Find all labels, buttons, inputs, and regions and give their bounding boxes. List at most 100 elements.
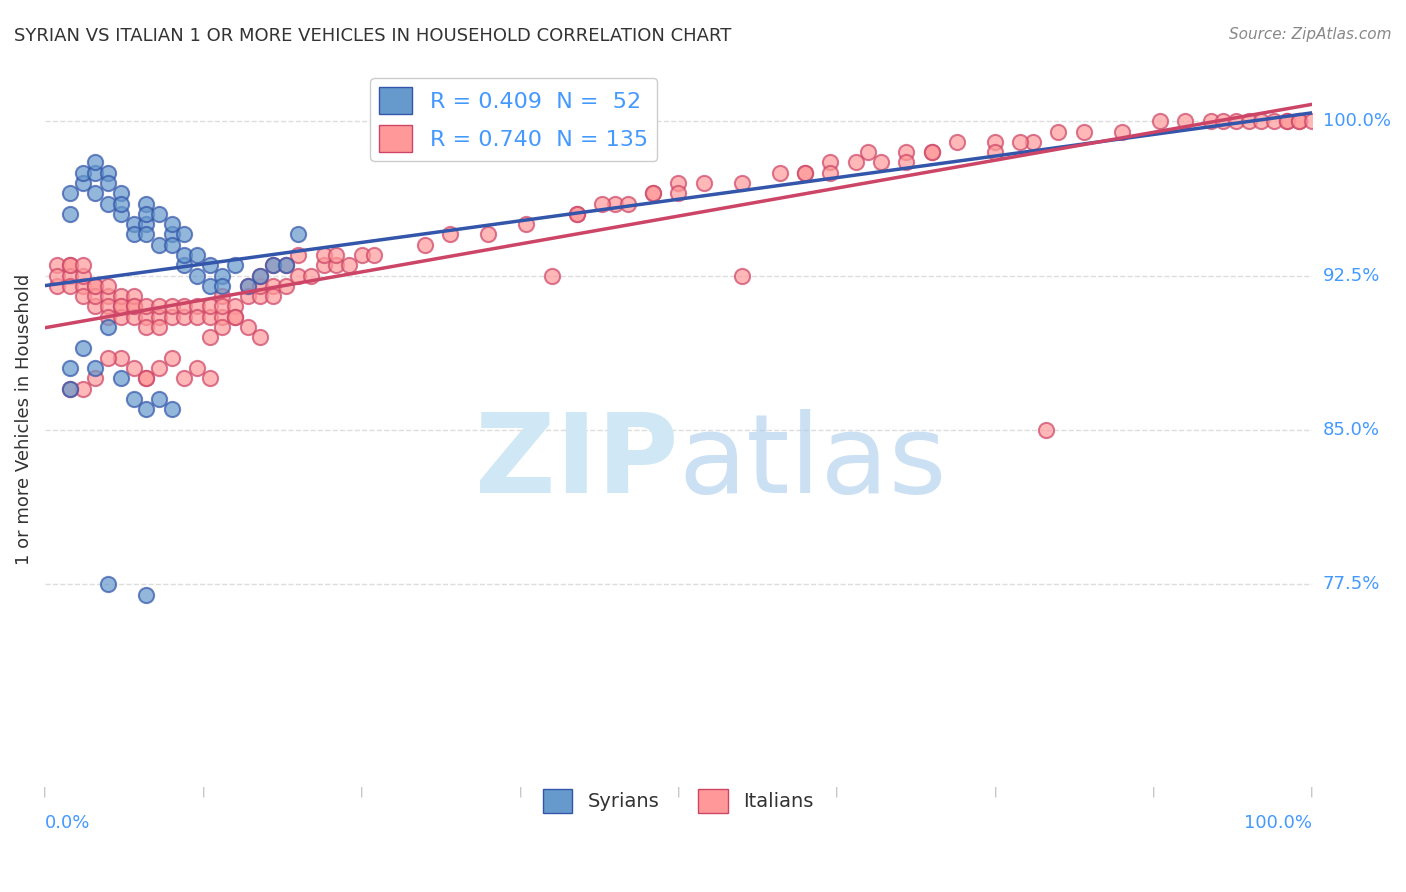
Point (135, 196, 157, 211)
Point (135, 217, 157, 231)
Point (984, 145, 1007, 160)
Point (1250, 114, 1272, 128)
Point (160, 237, 183, 252)
Point (110, 186, 132, 201)
Point (135, 371, 157, 385)
Point (515, 217, 537, 231)
Point (312, 248, 335, 262)
Point (236, 289, 259, 303)
Point (1301, 114, 1323, 128)
Point (59, 268, 82, 283)
Text: SYRIAN VS ITALIAN 1 OR MORE VEHICLES IN HOUSEHOLD CORRELATION CHART: SYRIAN VS ITALIAN 1 OR MORE VEHICLES IN … (14, 27, 731, 45)
Point (97, 279, 120, 293)
Point (540, 268, 562, 283)
Point (97, 166, 120, 180)
Point (211, 300, 233, 314)
Point (870, 155, 893, 169)
Text: |: | (44, 787, 46, 797)
Point (97, 310, 120, 324)
Point (186, 310, 208, 324)
Point (135, 300, 157, 314)
Point (1225, 114, 1247, 128)
Point (1237, 114, 1260, 128)
Text: 92.5%: 92.5% (1323, 267, 1381, 285)
Point (97, 577, 120, 591)
Point (59, 382, 82, 396)
Point (97, 289, 120, 303)
Point (666, 186, 689, 201)
Point (236, 279, 259, 293)
Point (160, 217, 183, 231)
Point (1174, 114, 1197, 128)
Text: |: | (360, 787, 363, 797)
Point (135, 402, 157, 417)
Point (186, 268, 208, 283)
Point (249, 268, 271, 283)
Point (845, 155, 868, 169)
Point (110, 207, 132, 221)
Point (287, 268, 309, 283)
Point (477, 227, 499, 242)
Text: 0.0%: 0.0% (45, 814, 90, 832)
Point (984, 135, 1007, 149)
Text: |: | (201, 787, 205, 797)
Point (946, 135, 969, 149)
Text: 85.0%: 85.0% (1323, 421, 1381, 439)
Point (160, 402, 183, 417)
Point (439, 227, 461, 242)
Point (72, 289, 94, 303)
Point (262, 279, 284, 293)
Point (59, 258, 82, 272)
Point (173, 310, 195, 324)
Point (565, 207, 588, 221)
Point (262, 289, 284, 303)
Point (148, 361, 170, 376)
Point (122, 289, 145, 303)
Point (59, 207, 82, 221)
Point (97, 196, 120, 211)
Point (731, 176, 754, 190)
Point (591, 196, 613, 211)
Point (413, 237, 436, 252)
Y-axis label: 1 or more Vehicles in Household: 1 or more Vehicles in Household (15, 274, 32, 566)
Point (858, 145, 880, 160)
Point (110, 310, 132, 324)
Point (59, 361, 82, 376)
Point (160, 300, 183, 314)
Point (59, 279, 82, 293)
Point (160, 351, 183, 365)
Point (84, 361, 107, 376)
Point (148, 392, 170, 406)
Point (148, 300, 170, 314)
Point (616, 196, 638, 211)
Point (97, 300, 120, 314)
Point (160, 227, 183, 242)
Point (59, 186, 82, 201)
Point (1073, 125, 1095, 139)
Point (46, 258, 69, 272)
Point (1010, 135, 1032, 149)
Point (388, 125, 411, 139)
Point (110, 300, 132, 314)
Point (211, 268, 233, 283)
Point (211, 320, 233, 334)
Point (122, 361, 145, 376)
Point (198, 258, 221, 272)
Point (46, 268, 69, 283)
Text: |: | (1152, 787, 1156, 797)
Point (173, 371, 195, 385)
Point (84, 279, 107, 293)
Point (135, 310, 157, 324)
Point (173, 248, 195, 262)
Point (72, 258, 94, 272)
Point (820, 166, 842, 180)
Point (1288, 114, 1310, 128)
Point (363, 248, 385, 262)
Point (135, 587, 157, 601)
Point (122, 300, 145, 314)
Point (731, 268, 754, 283)
Point (224, 310, 246, 324)
Point (262, 258, 284, 272)
Text: |: | (835, 787, 838, 797)
Point (72, 341, 94, 355)
